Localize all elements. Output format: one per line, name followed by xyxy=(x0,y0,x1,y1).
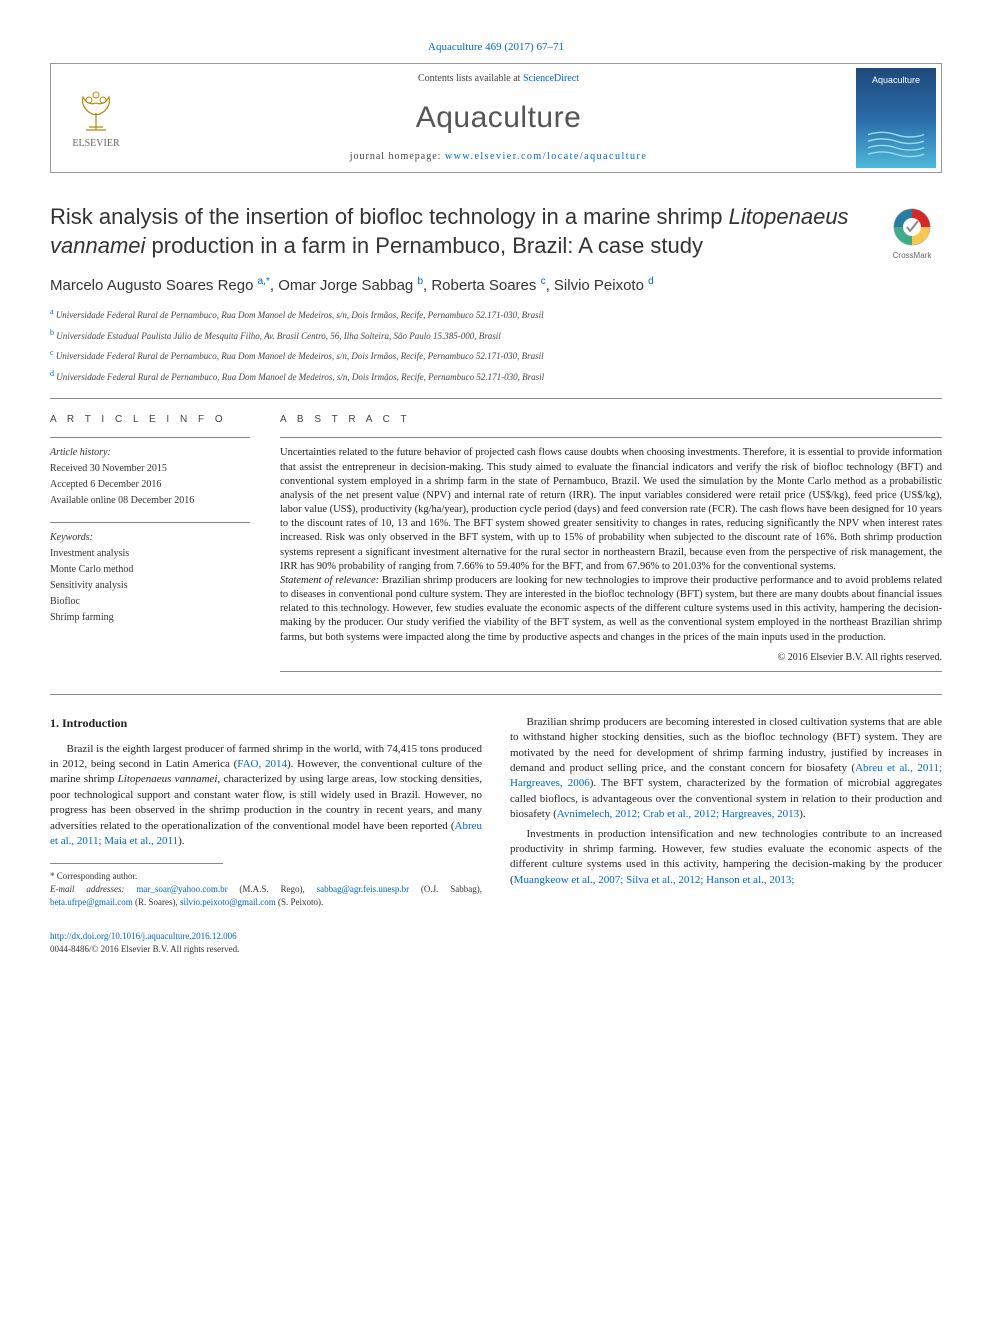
keyword: Sensitivity analysis xyxy=(50,579,250,593)
divider xyxy=(50,398,942,399)
page-footer: http://dx.doi.org/10.1016/j.aquaculture.… xyxy=(50,930,942,955)
publisher-name: ELSEVIER xyxy=(72,137,119,151)
publisher-logo: ELSEVIER xyxy=(51,64,141,172)
homepage-link[interactable]: www.elsevier.com/locate/aquaculture xyxy=(445,151,647,162)
title-part-1: Risk analysis of the insertion of bioflo… xyxy=(50,204,729,229)
divider xyxy=(50,694,942,695)
accepted-date: Accepted 6 December 2016 xyxy=(50,478,250,492)
relevance-text: Brazilian shrimp producers are looking f… xyxy=(280,575,942,643)
footnote-divider xyxy=(50,863,223,864)
email-link[interactable]: beta.ufrpe@gmail.com xyxy=(50,897,133,907)
contents-prefix: Contents lists available at xyxy=(418,73,523,84)
intro-paragraph-1: Brazil is the eighth largest producer of… xyxy=(50,742,482,850)
cover-title: Aquaculture xyxy=(872,74,920,87)
homepage-prefix: journal homepage: xyxy=(350,151,445,162)
title-part-2: production in a farm in Pernambuco, Braz… xyxy=(145,233,703,258)
doi-link[interactable]: http://dx.doi.org/10.1016/j.aquaculture.… xyxy=(50,931,237,941)
affiliation: b Universidade Estadual Paulista Júlio d… xyxy=(50,327,942,344)
affiliation: c Universidade Federal Rural de Pernambu… xyxy=(50,347,942,364)
article-history-label: Article history: xyxy=(50,446,250,460)
contents-available: Contents lists available at ScienceDirec… xyxy=(141,72,856,86)
body-text: 1. Introduction Brazil is the eighth lar… xyxy=(50,715,942,908)
journal-header: ELSEVIER Contents lists available at Sci… xyxy=(50,63,942,173)
article-info-heading: a r t i c l e i n f o xyxy=(50,413,250,427)
received-date: Received 30 November 2015 xyxy=(50,462,250,476)
email-link[interactable]: silvio.peixoto@gmail.com xyxy=(180,897,276,907)
email-addresses: E-mail addresses: mar_soar@yahoo.com.br … xyxy=(50,883,482,908)
elsevier-tree-icon xyxy=(71,85,121,135)
citation[interactable]: FAO, 2014 xyxy=(237,758,287,770)
keyword: Shrimp farming xyxy=(50,611,250,625)
abstract-copyright: © 2016 Elsevier B.V. All rights reserved… xyxy=(280,651,942,665)
affiliation: d Universidade Federal Rural de Pernambu… xyxy=(50,368,942,385)
abstract-body: Uncertainties related to the future beha… xyxy=(280,447,942,571)
keyword: Biofloc xyxy=(50,595,250,609)
divider xyxy=(50,437,250,438)
footnotes: * Corresponding author. E-mail addresses… xyxy=(50,870,482,908)
journal-cover-thumbnail: Aquaculture xyxy=(856,68,936,168)
crossmark-badge[interactable]: CrossMark xyxy=(882,203,942,263)
article-title: Risk analysis of the insertion of bioflo… xyxy=(50,203,862,260)
online-date: Available online 08 December 2016 xyxy=(50,494,250,508)
species-name: Litopenaeus vannamei xyxy=(118,773,218,785)
affiliation: a Universidade Federal Rural de Pernambu… xyxy=(50,306,942,323)
email-link[interactable]: sabbag@agr.feis.unesp.br xyxy=(317,884,410,894)
crossmark-label: CrossMark xyxy=(893,251,933,260)
section-heading-introduction: 1. Introduction xyxy=(50,715,482,732)
divider xyxy=(50,522,250,523)
sciencedirect-link[interactable]: ScienceDirect xyxy=(523,73,579,84)
corresponding-author: * Corresponding author. xyxy=(50,870,482,883)
relevance-label: Statement of relevance: xyxy=(280,575,379,586)
intro-paragraph-3: Investments in production intensificatio… xyxy=(510,827,942,889)
abstract-heading: a b s t r a c t xyxy=(280,413,942,427)
keyword: Monte Carlo method xyxy=(50,563,250,577)
citation[interactable]: Muangkeow et al., 2007; Silva et al., 20… xyxy=(514,874,795,886)
divider xyxy=(280,671,942,672)
authors: Marcelo Augusto Soares Rego a,*, Omar Jo… xyxy=(50,275,942,296)
keywords-label: Keywords: xyxy=(50,531,250,545)
cover-waves-icon xyxy=(868,130,924,158)
keyword: Investment analysis xyxy=(50,547,250,561)
issn-copyright: 0044-8486/© 2016 Elsevier B.V. All right… xyxy=(50,944,239,954)
journal-reference: Aquaculture 469 (2017) 67–71 xyxy=(50,40,942,55)
intro-paragraph-2: Brazilian shrimp producers are becoming … xyxy=(510,715,942,823)
abstract-column: a b s t r a c t Uncertainties related to… xyxy=(280,413,942,679)
abstract-text: Uncertainties related to the future beha… xyxy=(280,446,942,644)
emails-label: E-mail addresses: xyxy=(50,884,136,894)
citation[interactable]: Avnimelech, 2012; Crab et al., 2012; Har… xyxy=(557,808,799,820)
email-link[interactable]: mar_soar@yahoo.com.br xyxy=(136,884,227,894)
divider xyxy=(280,437,942,438)
article-info-sidebar: a r t i c l e i n f o Article history: R… xyxy=(50,413,250,679)
journal-name: Aquaculture xyxy=(141,97,856,139)
journal-homepage: journal homepage: www.elsevier.com/locat… xyxy=(141,150,856,164)
